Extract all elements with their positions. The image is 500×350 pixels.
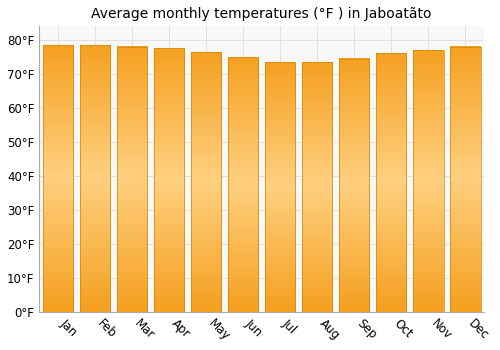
Bar bbox=[413, 50, 444, 312]
Bar bbox=[339, 58, 370, 312]
Bar bbox=[42, 45, 73, 312]
Title: Average monthly temperatures (°F ) in Jaboatãto: Average monthly temperatures (°F ) in Ja… bbox=[92, 7, 432, 21]
Bar bbox=[80, 45, 110, 312]
Bar bbox=[154, 48, 184, 312]
Bar bbox=[265, 62, 296, 312]
Bar bbox=[116, 47, 147, 312]
Bar bbox=[376, 54, 406, 312]
Bar bbox=[191, 52, 221, 312]
Bar bbox=[228, 57, 258, 312]
Bar bbox=[302, 62, 332, 312]
Bar bbox=[450, 47, 480, 312]
